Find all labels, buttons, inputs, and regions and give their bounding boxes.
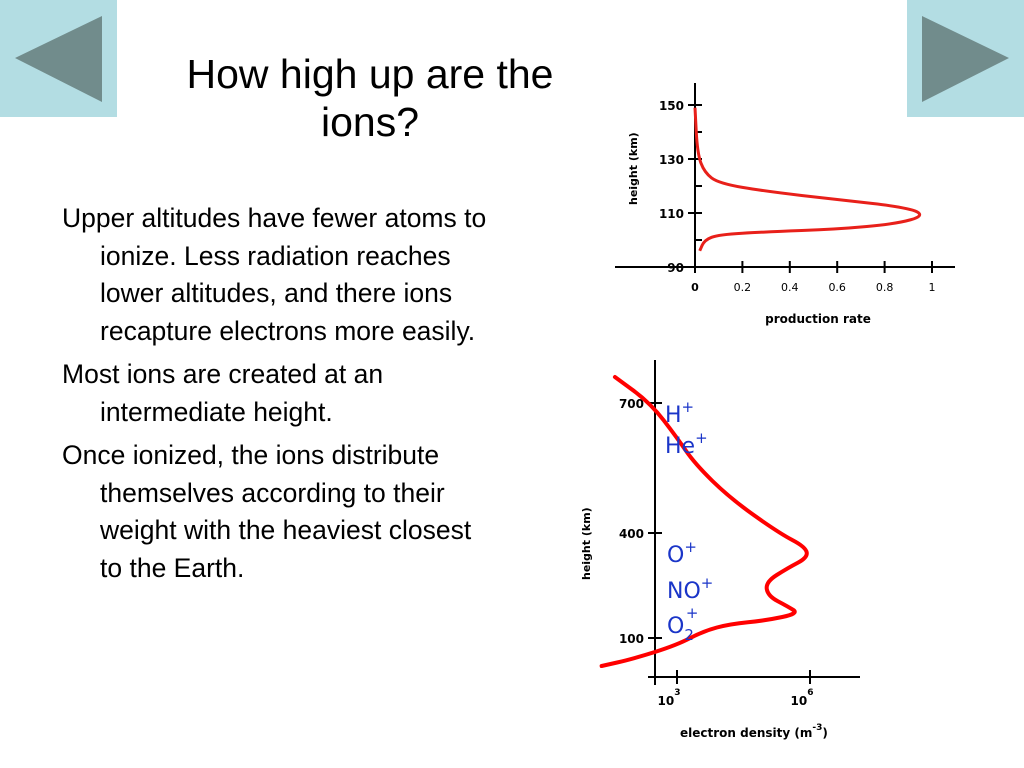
next-slide-button[interactable] xyxy=(907,0,1024,117)
slide-title: How high up are the ions? xyxy=(186,51,554,145)
chart1-y-axis-label: height (km) xyxy=(627,132,640,205)
y-tick-label: 400 xyxy=(619,527,644,541)
x-tick-label: 103 xyxy=(658,688,681,708)
y-tick-label: 130 xyxy=(659,153,684,167)
left-triangle-icon xyxy=(15,16,102,102)
y-tick-label: 150 xyxy=(659,99,684,113)
ion-label: O2+ xyxy=(667,604,698,644)
ion-labels: H+He+ O+ NO+O2+ xyxy=(665,398,713,644)
ion-label: H+ xyxy=(665,398,694,428)
x-tick-label: 0 xyxy=(691,281,699,294)
bullet-paragraph: Once ionized, the ions distribute themse… xyxy=(62,440,472,583)
production-rate-chart: 90 110 130 150 0 0.2 0.4 0.6 0.8 1 height (km) p… xyxy=(615,83,955,326)
x-tick-label: 1 xyxy=(929,281,936,294)
y-tick-label: 100 xyxy=(619,632,644,646)
y-tick-label: 110 xyxy=(659,207,684,221)
slide-body: Upper altitudes have fewer atoms to ioni… xyxy=(62,200,492,593)
chart2-y-axis-label: height (km) xyxy=(580,507,593,580)
bullet-paragraph: Most ions are created at an intermediate… xyxy=(62,359,384,427)
y-tick-label: 90 xyxy=(667,261,684,275)
chart1-y-ticks: 90 110 130 150 xyxy=(659,99,702,275)
x-tick-label: 0.6 xyxy=(828,281,846,294)
y-tick-label: 700 xyxy=(619,397,644,411)
x-tick-label: 0.4 xyxy=(781,281,799,294)
chart2-x-ticks: 103 106 xyxy=(658,670,814,708)
previous-slide-button[interactable] xyxy=(0,0,117,117)
x-tick-label: 106 xyxy=(791,688,814,708)
chart2-x-axis-label: electron density (m-3) xyxy=(680,723,828,740)
right-triangle-icon xyxy=(922,16,1009,102)
bullet-paragraph: Upper altitudes have fewer atoms to ioni… xyxy=(62,203,487,346)
chart1-x-axis-label: production rate xyxy=(765,312,871,326)
chart2-axes xyxy=(648,360,860,685)
ion-label: NO+ xyxy=(667,574,713,604)
x-tick-label: 0.2 xyxy=(734,281,752,294)
chart2-y-ticks: 100 400 700 xyxy=(619,397,662,646)
electron-density-chart: 100 400 700 103 106 height (km) electron de… xyxy=(580,360,860,740)
chart1-x-ticks: 0 0.2 0.4 0.6 0.8 1 xyxy=(691,261,936,294)
ion-label: O+ xyxy=(667,538,697,568)
ion-label: He+ xyxy=(665,429,708,459)
x-tick-label: 0.8 xyxy=(876,281,894,294)
chart1-series-line xyxy=(693,107,922,252)
chart2-series-line xyxy=(599,375,809,668)
